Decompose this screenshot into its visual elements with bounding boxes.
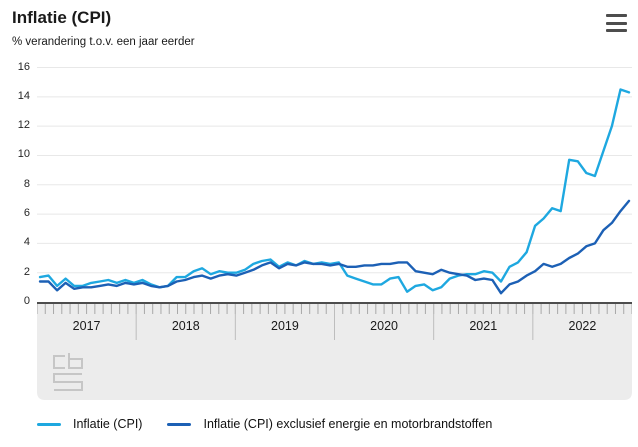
x-axis-year-label: 2022 [569, 319, 597, 333]
hamburger-menu-icon [606, 14, 627, 17]
legend-item-cpi[interactable]: Inflatie (CPI) [37, 417, 142, 431]
legend-item-cpi-excl-energy[interactable]: Inflatie (CPI) exclusief energie en moto… [167, 417, 492, 431]
y-axis-label: 16 [17, 60, 30, 73]
cbs-logo [53, 353, 83, 391]
series-line-0 [38, 88, 631, 293]
x-axis-year-label: 2020 [370, 319, 398, 333]
y-axis-label: 4 [23, 236, 30, 249]
chart-title: Inflatie (CPI) [12, 8, 112, 27]
x-axis-band [37, 302, 632, 400]
y-axis-label: 2 [23, 265, 30, 278]
x-axis-year-label: 2021 [469, 319, 497, 333]
legend-label-cpi-excl-energy: Inflatie (CPI) exclusief energie en moto… [203, 417, 493, 431]
legend: Inflatie (CPI) Inflatie (CPI) exclusief … [37, 417, 492, 431]
y-axis-label: 6 [23, 207, 30, 220]
hamburger-menu-icon [606, 29, 627, 32]
y-axis-label: 14 [17, 89, 30, 102]
x-axis-year-label: 2019 [271, 319, 299, 333]
y-axis-label: 8 [23, 177, 30, 190]
legend-label-cpi: Inflatie (CPI) [73, 417, 143, 431]
x-axis-year-label: 2017 [73, 319, 101, 333]
y-axis-label: 0 [23, 295, 30, 307]
chart-subtitle: % verandering t.o.v. een jaar eerder [12, 36, 195, 48]
y-axis-label: 10 [17, 148, 30, 161]
legend-swatch-cpi [37, 422, 61, 426]
hamburger-menu-icon [606, 21, 627, 25]
series-line-1 [38, 199, 631, 295]
y-axis-label: 12 [17, 119, 30, 132]
legend-swatch-cpi-excl-energy [167, 422, 192, 426]
chart-context-menu-button[interactable] [606, 14, 628, 32]
x-axis-year-label: 2018 [172, 319, 200, 333]
chart-svg: 2017 2018 2019 2020 2021 2022 [37, 67, 632, 400]
